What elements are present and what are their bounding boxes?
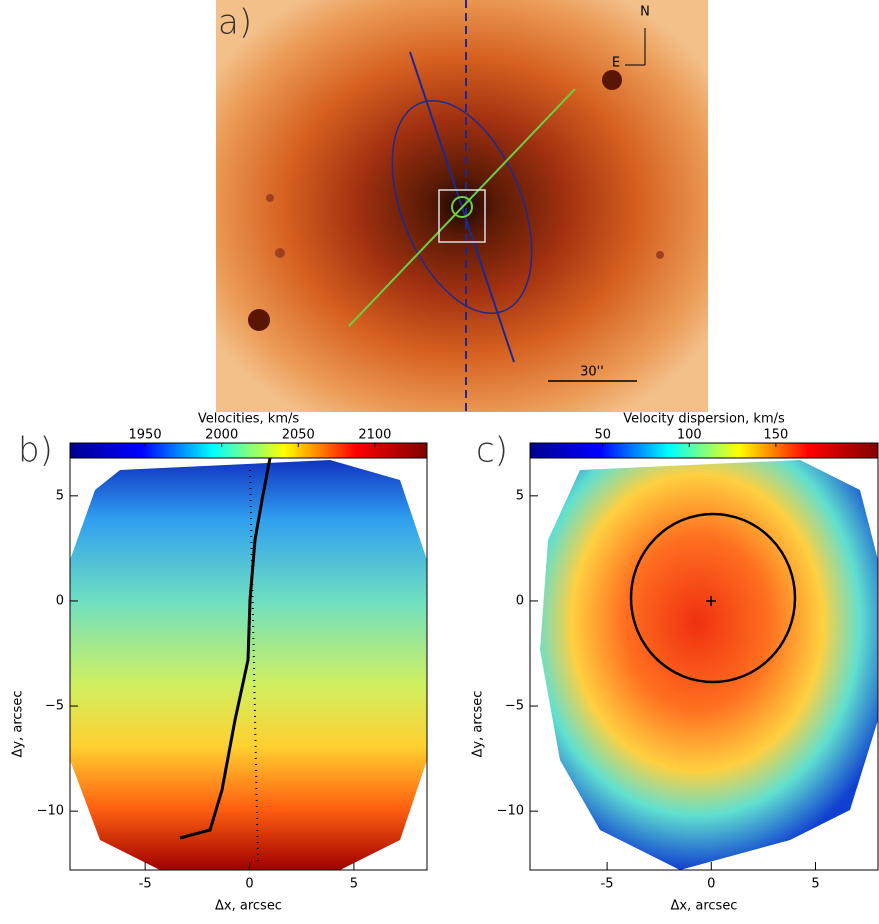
colorbar-tick-label: 50: [594, 428, 611, 443]
panel-a: N E 30'' a): [216, 0, 708, 412]
ellipse: [391, 100, 533, 314]
star: [656, 251, 664, 259]
star: [275, 248, 285, 258]
colorbar: [529, 442, 879, 459]
east-label: E: [612, 56, 620, 71]
colorbar-tick-label: 2000: [205, 428, 238, 443]
x-axis-label: Δx, arcsec: [215, 899, 282, 914]
y-tick-label: 0: [56, 593, 64, 608]
velocity-map: [70, 460, 427, 870]
x-axis-label: Δx, arcsec: [671, 899, 738, 914]
colorbar-tick-label: 100: [677, 428, 702, 443]
circle: [629, 512, 797, 684]
panel-label: a): [218, 3, 252, 43]
y-tick-label: 0: [516, 593, 524, 608]
x-tick-label: 0: [245, 877, 253, 892]
colorbar: [69, 442, 428, 459]
y-axis-label: Δy, arcsec: [11, 691, 26, 758]
x-tick-label: 5: [350, 877, 358, 892]
x-tick-label: 5: [811, 877, 819, 892]
y-tick-label: −10: [37, 804, 64, 819]
colorbar-tick-label: 150: [763, 428, 788, 443]
panel-label: b): [18, 431, 53, 471]
panel-b-map: [70, 457, 427, 870]
y-tick-label: −5: [505, 699, 524, 714]
north-label: N: [640, 5, 650, 20]
x-tick-label: 0: [707, 877, 715, 892]
colorbar-tick-label: 2050: [282, 428, 315, 443]
y-axis-label: Δy, arcsec: [471, 691, 486, 758]
aperture: [451, 196, 473, 218]
panel-label: c): [476, 431, 508, 471]
star: [248, 309, 270, 331]
y-tick-label: 5: [516, 488, 524, 503]
y-tick-label: −5: [45, 699, 64, 714]
slit: [348, 88, 576, 327]
colorbar-title: Velocities, km/s: [198, 412, 300, 427]
y-tick-label: 5: [56, 488, 64, 503]
x-tick-label: -5: [139, 877, 152, 892]
axes-frame: [529, 457, 879, 871]
star: [602, 70, 622, 90]
dispersion-map: [540, 460, 878, 870]
x-tick-label: -5: [601, 877, 614, 892]
center-cross: [706, 596, 716, 606]
y-tick-label: −10: [497, 804, 524, 819]
colorbar-tick-label: 1950: [129, 428, 162, 443]
kinematic-axis: [179, 457, 272, 840]
star: [266, 194, 274, 202]
panel-c-map: [540, 460, 878, 870]
field-box: [438, 189, 486, 243]
axes-frame: [69, 457, 428, 871]
colorbar-tick-label: 2100: [358, 428, 391, 443]
colorbar-title: Velocity dispersion, km/s: [623, 412, 785, 427]
scale-label: 30'': [580, 365, 604, 380]
